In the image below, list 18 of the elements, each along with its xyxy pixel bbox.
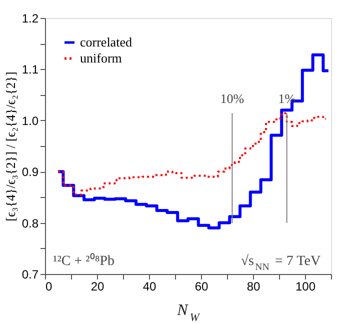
legend-label: correlated bbox=[80, 34, 132, 50]
x-tick-label: 40 bbox=[142, 280, 156, 294]
y-tick-label: 1.0 bbox=[22, 114, 39, 128]
x-tick-label: 20 bbox=[90, 280, 104, 294]
y-tick-label: 1.1 bbox=[22, 62, 39, 77]
annotation: 10% bbox=[220, 91, 244, 106]
y-axis-title: [ϵ₃{4}/ϵ₃{2}] / [ϵ₂{4}/ϵ₂{2}] bbox=[2, 72, 18, 222]
x-tick-label: 0 bbox=[46, 280, 52, 294]
legend-label: uniform bbox=[80, 50, 122, 66]
y-tick-label: 1.2 bbox=[22, 12, 39, 26]
y-tick-label: 0.8 bbox=[22, 216, 39, 230]
annotation: 1% bbox=[278, 91, 296, 106]
annotation: ¹²C + ²⁰⁸Pb bbox=[53, 253, 114, 269]
x-tick-label: 80 bbox=[246, 280, 260, 294]
y-tick-label: 0.9 bbox=[22, 165, 39, 180]
x-tick-label: 60 bbox=[194, 280, 208, 294]
x-tick-label: 100 bbox=[295, 280, 316, 294]
y-tick-label: 0.7 bbox=[22, 268, 39, 282]
